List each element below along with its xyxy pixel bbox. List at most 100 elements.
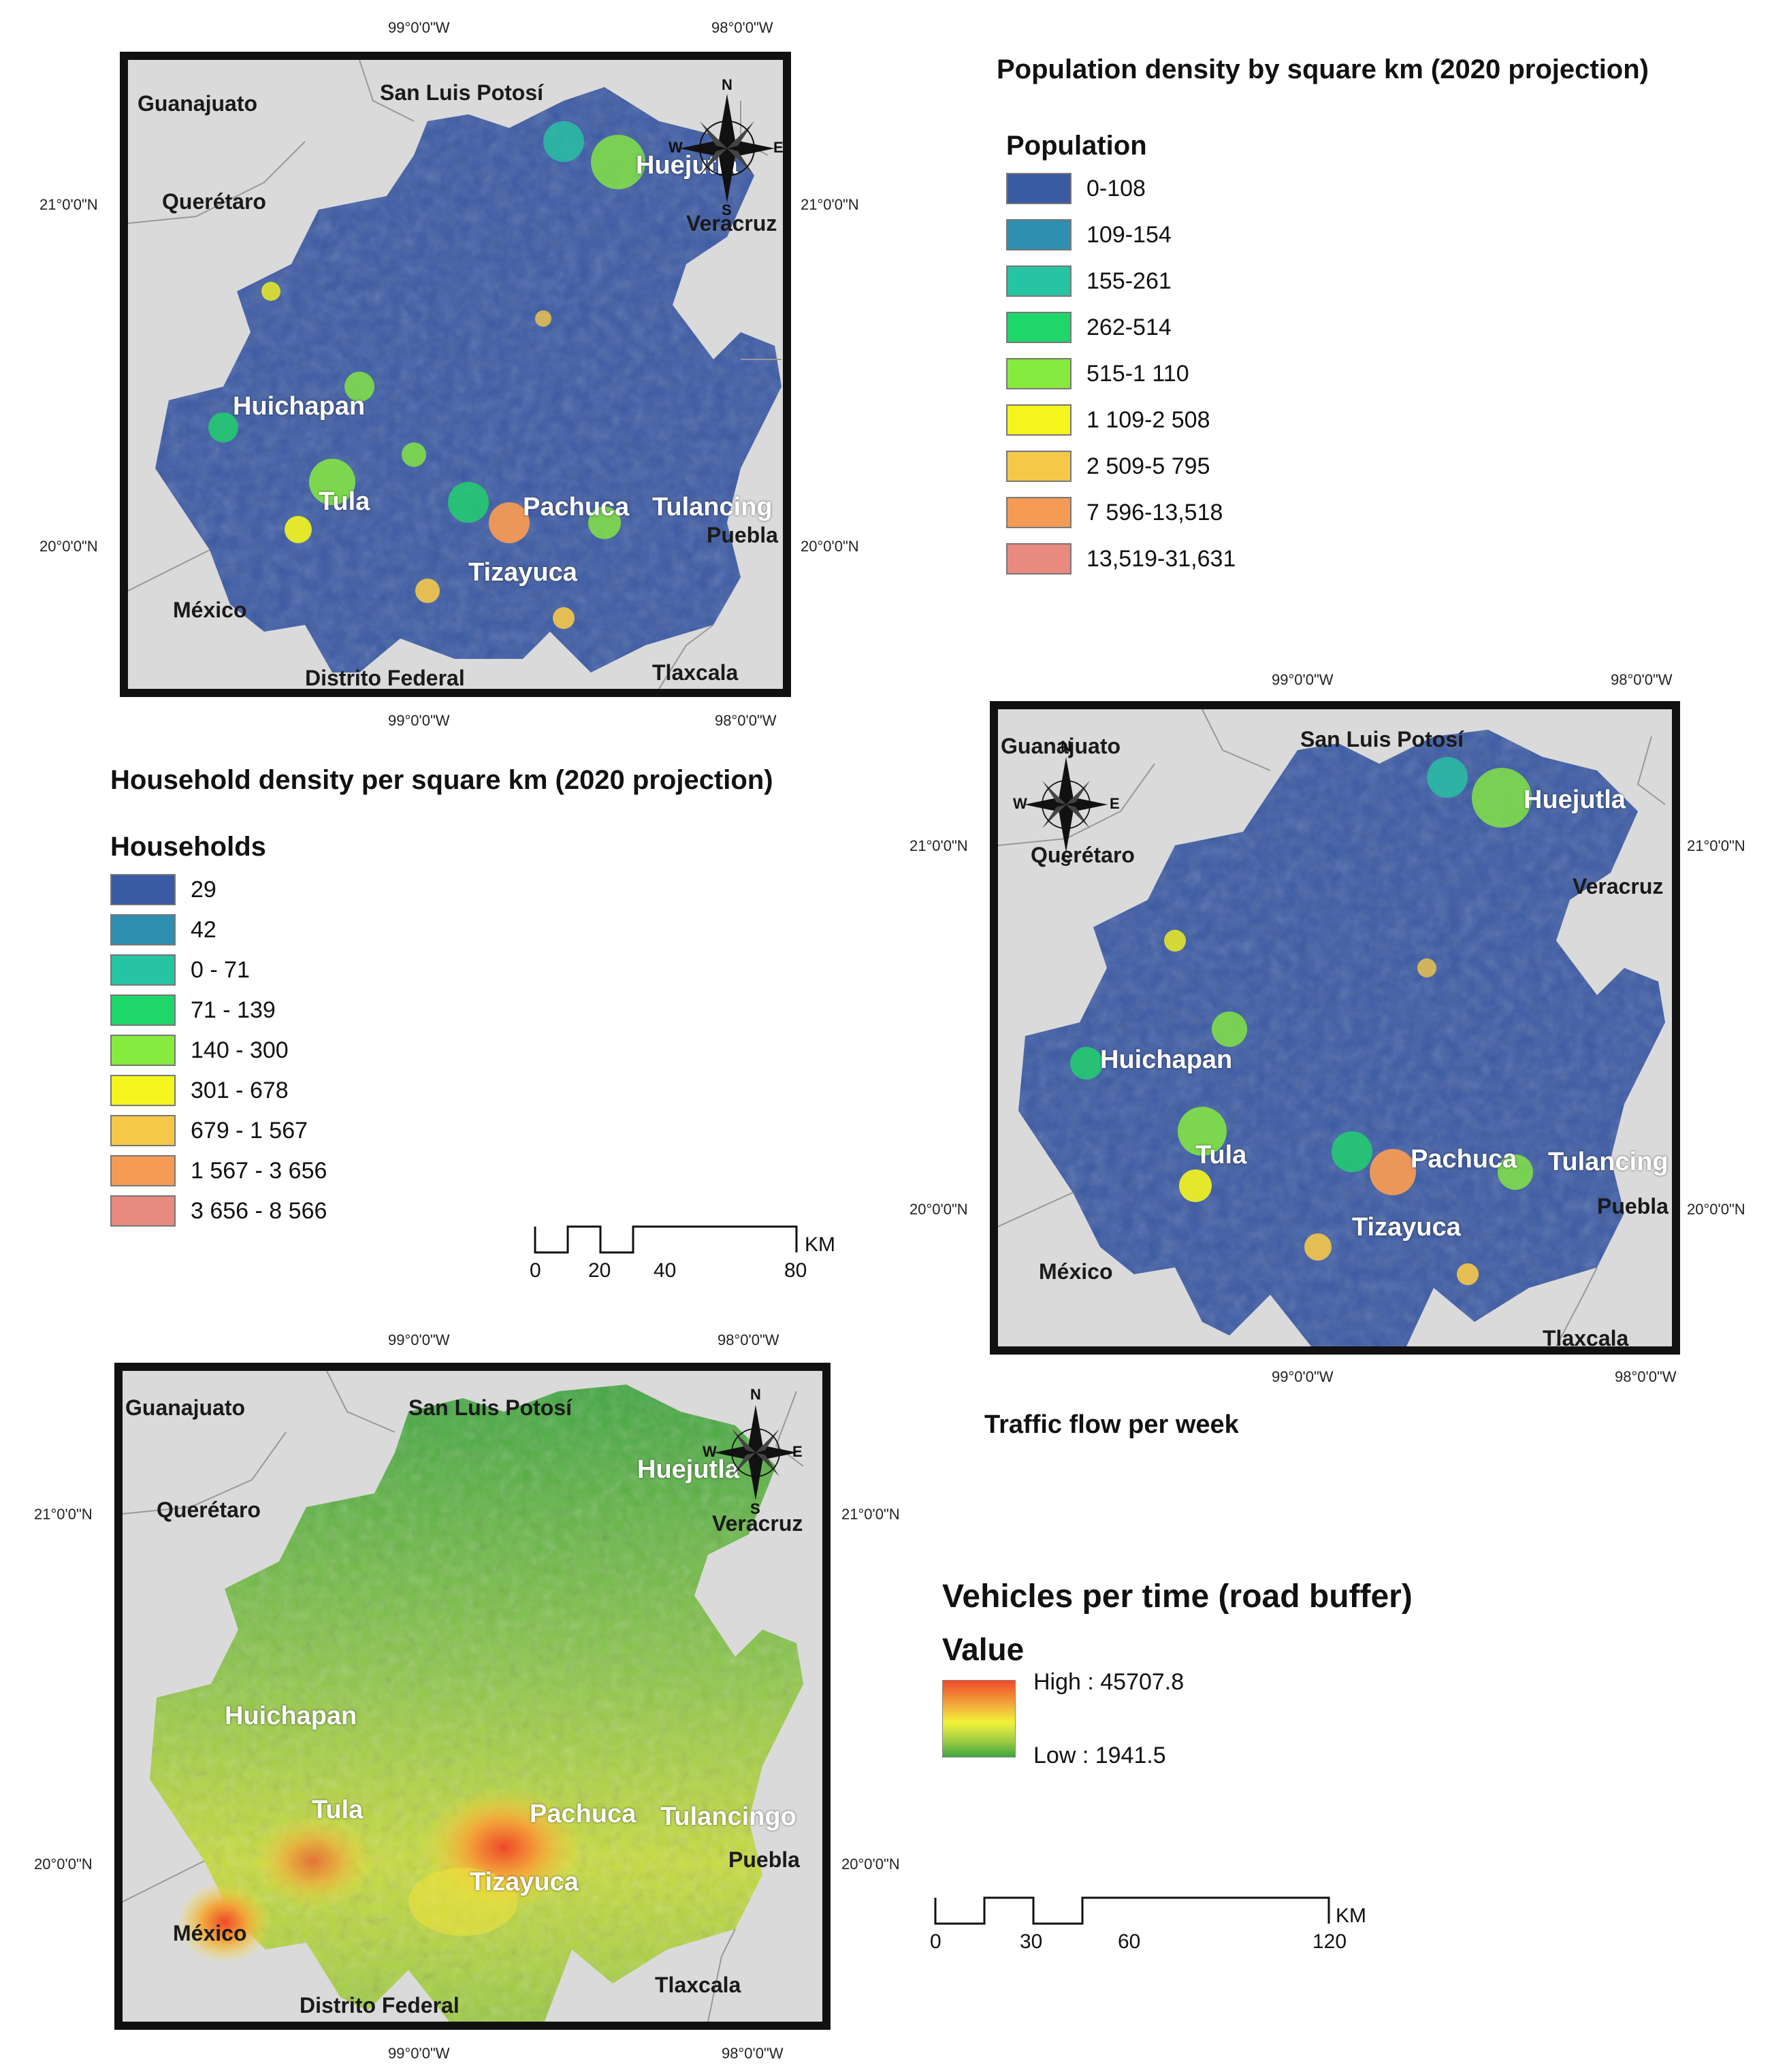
legend-label: 2 509-5 795 <box>1086 453 1210 479</box>
hh-city-tula: Tula <box>1195 1141 1247 1169</box>
tr-city-tulancingo: Tulancingo <box>660 1802 796 1831</box>
compass-icon <box>679 94 775 203</box>
pop-state-puebla: Puebla <box>707 523 778 547</box>
legend-swatch <box>1006 173 1072 204</box>
tr-city-tizayuca: Tizayuca <box>470 1868 579 1896</box>
tr-top-coord-1: 99°0'0"W <box>388 1331 450 1348</box>
scale-bar-small-graphic <box>534 1225 798 1254</box>
tr-state-veracruz: Veracruz <box>712 1511 803 1536</box>
scale-small-tick-0: 0 <box>530 1259 541 1282</box>
legend-label: 679 - 1 567 <box>191 1118 308 1144</box>
hh-top-coord-2: 98°0'0"W <box>1611 671 1673 688</box>
tr-right-coord-1: 21°0'0"N <box>841 1506 900 1523</box>
hh-right-coord-1: 21°0'0"N <box>1687 837 1745 854</box>
tr-compass-s: S <box>750 1500 760 1517</box>
hh-city-pachuca: Pachuca <box>1411 1145 1517 1173</box>
hh-state-borders <box>998 709 1666 1346</box>
hh-state-puebla: Puebla <box>1597 1194 1669 1218</box>
scale-large-tick-60: 60 <box>1118 1930 1141 1953</box>
legend-label: 29 <box>191 877 216 903</box>
traffic-legend-title: Vehicles per time (road buffer) <box>942 1579 1413 1615</box>
pop-top-coord-2: 98°0'0"W <box>711 19 773 36</box>
tr-city-huejutla: Huejutla <box>637 1455 739 1484</box>
tr-compass-w: W <box>703 1443 717 1460</box>
tr-state-tlaxcala: Tlaxcala <box>655 1973 741 1997</box>
legend-label: 71 - 139 <box>191 997 276 1023</box>
household-map: Guanajuato San Luis Potosí Querétaro Ver… <box>990 701 1680 1355</box>
scale-bar-large-graphic <box>934 1896 1330 1925</box>
hh-compass-e: E <box>1110 795 1120 812</box>
pop-bottom-coord-2: 98°0'0"W <box>715 712 777 729</box>
scale-small-tick-40: 40 <box>654 1259 677 1282</box>
legend-label: 301 - 678 <box>191 1078 289 1103</box>
hh-state-queretaro: Querétaro <box>1031 843 1135 867</box>
traffic-legend-subtitle: Value <box>942 1632 1025 1667</box>
pop-state-guanajuato: Guanajuato <box>138 91 258 116</box>
population-hidalgo-shape <box>128 60 782 689</box>
tr-state-borders <box>123 1371 804 2022</box>
traffic-high-label: High : 45707.8 <box>1033 1669 1185 1695</box>
hh-right-coord-2: 20°0'0"N <box>1687 1201 1745 1218</box>
tr-state-mexico: México <box>173 1921 247 1945</box>
legend-label: 515-1 110 <box>1086 361 1189 387</box>
legend-swatch <box>110 954 176 986</box>
tr-compass-n: N <box>750 1386 761 1403</box>
pop-city-tizayuca: Tizayuca <box>468 558 577 587</box>
legend-swatch <box>110 1075 176 1106</box>
pop-city-tula: Tula <box>319 487 370 516</box>
hh-left-coord-1: 21°0'0"N <box>909 837 968 854</box>
pop-bottom-coord-1: 99°0'0"W <box>388 712 450 729</box>
traffic-hidalgo-shape <box>123 1371 804 2022</box>
pop-compass-rose: N S W E <box>668 76 784 218</box>
hh-top-coord-1: 99°0'0"W <box>1272 671 1334 688</box>
pop-right-coord-1: 21°0'0"N <box>801 196 859 213</box>
tr-city-tula: Tula <box>312 1796 364 1824</box>
tr-city-huichapan: Huichapan <box>225 1702 357 1730</box>
legend-label: 3 656 - 8 566 <box>191 1198 327 1224</box>
legend-label: 13,519-31,631 <box>1086 546 1236 572</box>
tr-state-queretaro: Querétaro <box>157 1498 261 1522</box>
pop-city-tulancing: Tulancing <box>652 493 773 521</box>
pop-state-tlaxcala: Tlaxcala <box>652 660 739 685</box>
hh-city-tulancing: Tulancing <box>1548 1148 1669 1176</box>
hh-bottom-coord-1: 99°0'0"W <box>1272 1368 1334 1385</box>
legend-label: 1 109-2 508 <box>1086 407 1210 433</box>
legend-swatch <box>110 1155 176 1186</box>
legend-swatch <box>110 914 176 945</box>
legend-label: 42 <box>191 917 216 943</box>
scale-large-unit: KM <box>1336 1905 1366 1927</box>
legend-swatch <box>1006 497 1072 528</box>
tr-right-coord-2: 20°0'0"N <box>841 1856 900 1873</box>
scale-large-tick-30: 30 <box>1020 1930 1043 1953</box>
hh-state-veracruz: Veracruz <box>1573 874 1664 899</box>
scale-small-tick-80: 80 <box>784 1259 807 1282</box>
tr-state-san-luis-potosi: San Luis Potosí <box>408 1395 573 1420</box>
scale-large-tick-0: 0 <box>930 1930 941 1953</box>
pop-state-san-luis-potosi: San Luis Potosí <box>380 80 544 105</box>
legend-swatch <box>110 994 176 1026</box>
legend-swatch <box>110 1115 176 1146</box>
pop-top-coord-1: 99°0'0"W <box>388 19 450 36</box>
tr-left-coord-1: 21°0'0"N <box>34 1506 93 1523</box>
pop-compass-e: E <box>773 139 784 156</box>
legend-swatch <box>1006 312 1072 343</box>
pop-state-queretaro: Querétaro <box>162 189 266 214</box>
legend-swatch <box>110 1035 176 1066</box>
legend-label: 0 - 71 <box>191 957 250 983</box>
traffic-color-ramp <box>942 1680 1016 1758</box>
hh-city-huichapan: Huichapan <box>1100 1046 1233 1074</box>
legend-swatch <box>110 874 176 905</box>
hh-state-tlaxcala: Tlaxcala <box>1543 1326 1629 1350</box>
household-legend-title: Household density per square km (2020 pr… <box>110 765 773 795</box>
pop-city-pachuca: Pachuca <box>523 493 630 521</box>
pop-compass-n: N <box>722 76 732 93</box>
legend-swatch <box>1006 543 1072 574</box>
legend-swatch <box>1006 358 1072 389</box>
traffic-hotspots <box>177 1786 585 1963</box>
traffic-map: Guanajuato San Luis Potosí Querétaro Ver… <box>114 1363 831 2030</box>
tr-state-guanajuato: Guanajuato <box>125 1395 246 1420</box>
pop-compass-w: W <box>668 139 683 156</box>
pop-hotspots <box>208 121 645 629</box>
hh-left-coord-2: 20°0'0"N <box>909 1201 968 1218</box>
pop-state-mexico: México <box>173 598 247 622</box>
